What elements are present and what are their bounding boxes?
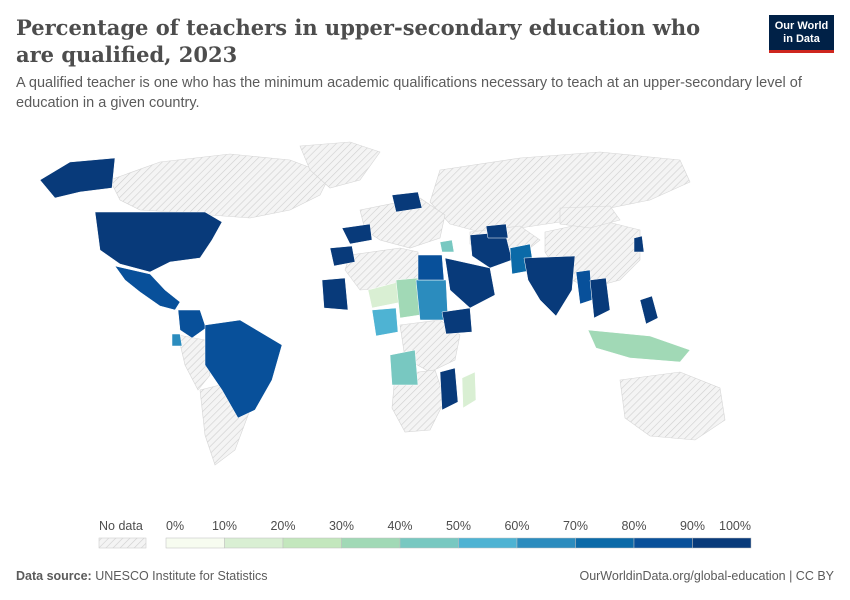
country-uzbekistan[interactable] (485, 223, 509, 239)
legend-bin-8[interactable] (633, 537, 693, 549)
legend-tick-label: 20% (270, 519, 295, 533)
country-mozambique[interactable] (439, 367, 459, 411)
legend-bin-4[interactable] (399, 537, 459, 549)
country-saudi-arabia[interactable] (444, 257, 496, 309)
legend-svg: No data 0% 10% 20% 30% 40% 50% 60% 70% 80% 90% 100… (98, 519, 752, 549)
country-philippines[interactable] (639, 295, 659, 325)
country-morocco[interactable] (329, 245, 356, 267)
country-ecuador[interactable] (171, 333, 183, 347)
country-madagascar[interactable] (461, 371, 477, 409)
country-india[interactable] (523, 255, 576, 317)
chart-subtitle: A qualified teacher is one who has the m… (16, 75, 802, 111)
country-ethiopia[interactable] (441, 307, 473, 335)
legend-tick-label: 30% (329, 519, 354, 533)
legend-bin-5[interactable] (458, 537, 518, 549)
legend-bin-2[interactable] (282, 537, 342, 549)
logo-line-2: in Data (783, 32, 820, 45)
legend-tick-label: 60% (504, 519, 529, 533)
country-brazil[interactable] (204, 319, 283, 419)
legend-tick-label: 10% (212, 519, 237, 533)
legend-bin-1[interactable] (224, 537, 284, 549)
country-syria[interactable] (439, 239, 455, 253)
nodata-mongolia[interactable] (559, 205, 621, 229)
source-label: Data source: (16, 569, 92, 583)
legend-tick-label: 100% (719, 519, 751, 533)
legend-tick-label: 70% (563, 519, 588, 533)
country-mauritania[interactable] (321, 277, 349, 311)
legend-tick-label: 90% (680, 519, 705, 533)
legend-no-data-label: No data (99, 519, 143, 533)
nodata-australia[interactable] (619, 371, 726, 441)
legend-bin-6[interactable] (516, 537, 576, 549)
legend-tick-label: 40% (387, 519, 412, 533)
nodata-peru[interactable] (177, 334, 211, 391)
country-united-states[interactable] (94, 211, 223, 273)
country-south-korea[interactable] (633, 235, 645, 253)
country-mexico[interactable] (114, 265, 181, 311)
country-colombia[interactable] (177, 309, 207, 339)
nodata-canada[interactable] (109, 153, 331, 219)
country-alaska-united-states[interactable] (39, 157, 116, 199)
nodata-greenland[interactable] (299, 141, 381, 189)
country-myanmar[interactable] (575, 269, 593, 305)
country-indonesia[interactable] (587, 329, 691, 363)
chart-title: Percentage of teachers in upper-secondar… (16, 15, 701, 67)
color-legend: No data 0% 10% 20% 30% 40% 50% 60% 70% 80% 90% 100… (0, 512, 850, 552)
logo-line-1: Our World (774, 19, 829, 32)
country-spain[interactable] (341, 223, 373, 245)
country-nigeria[interactable] (371, 307, 399, 337)
legend-tick-label: 50% (446, 519, 471, 533)
country-egypt[interactable] (417, 254, 445, 281)
owid-logo[interactable]: Our World in Data (769, 15, 834, 53)
source-value[interactable]: UNESCO Institute for Statistics (95, 569, 268, 583)
country-belarus[interactable] (391, 191, 423, 213)
nodata-southern-africa[interactable] (391, 369, 446, 433)
map-svg (39, 141, 726, 466)
world-map[interactable] (0, 140, 850, 510)
legend-bin-9[interactable] (692, 537, 752, 549)
data-source: Data source: UNESCO Institute for Statis… (16, 569, 268, 583)
country-angola[interactable] (389, 349, 419, 386)
country-thailand[interactable] (589, 277, 611, 319)
legend-bin-7[interactable] (575, 537, 635, 549)
legend-no-data-swatch (98, 537, 147, 549)
legend-bin-0[interactable] (165, 537, 225, 549)
legend-bin-3[interactable] (341, 537, 401, 549)
legend-tick-label: 80% (621, 519, 646, 533)
url-license[interactable]: OurWorldinData.org/global-education | CC… (579, 569, 834, 583)
legend-tick-label: 0% (166, 519, 184, 533)
